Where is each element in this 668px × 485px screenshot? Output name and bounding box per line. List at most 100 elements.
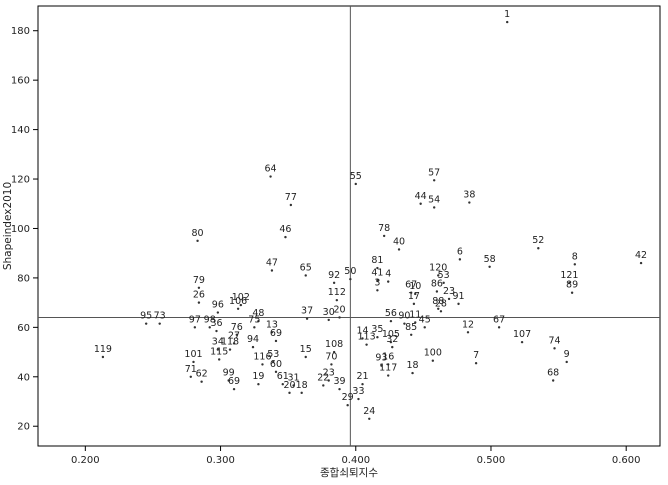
point-marker — [144, 322, 148, 325]
x-axis-title: 종합쇠퇴지수 — [320, 467, 378, 479]
data-point: 116 — [253, 351, 272, 366]
point-marker — [200, 380, 203, 383]
data-point: 29 — [342, 392, 354, 407]
point-label: 20 — [283, 380, 295, 391]
point-marker — [397, 248, 401, 251]
point-label: 18 — [296, 380, 308, 391]
point-marker — [289, 203, 293, 207]
data-point: 101 — [184, 349, 203, 364]
data-point: 115 — [210, 346, 228, 361]
point-marker — [368, 417, 371, 421]
point-marker — [208, 326, 211, 329]
point-label: 105 — [382, 329, 400, 340]
point-label: 85 — [405, 322, 417, 333]
y-tick-label: 160 — [11, 76, 30, 87]
point-marker — [497, 326, 501, 329]
data-point: 92 — [328, 270, 340, 285]
data-point: 57 — [428, 167, 440, 182]
point-marker — [261, 363, 264, 366]
point-label: 97 — [189, 314, 201, 325]
data-point: 34 — [212, 337, 224, 351]
y-tick-label: 140 — [11, 125, 30, 136]
point-label: 71 — [185, 364, 197, 375]
point-marker — [639, 261, 643, 265]
point-marker — [232, 387, 236, 391]
data-point: 12 — [462, 319, 474, 334]
point-label: 61 — [277, 371, 289, 382]
point-label: 93 — [375, 353, 387, 364]
point-label: 108 — [325, 339, 343, 350]
data-point: 13 — [266, 319, 278, 334]
point-marker — [332, 350, 336, 354]
point-marker — [447, 297, 451, 301]
point-marker — [292, 384, 295, 387]
point-marker — [327, 318, 330, 322]
point-label: 115 — [210, 346, 228, 357]
point-marker — [423, 326, 426, 329]
data-point: 77 — [285, 192, 297, 207]
point-marker — [349, 277, 352, 281]
data-point: 45 — [419, 314, 431, 329]
point-label: 74 — [548, 335, 560, 346]
point-label: 52 — [532, 235, 544, 246]
point-label: 116 — [253, 351, 271, 362]
point-marker — [382, 234, 386, 238]
point-label: 42 — [635, 250, 647, 261]
y-tick-label: 20 — [17, 422, 30, 433]
point-marker — [232, 342, 236, 345]
point-marker — [376, 279, 379, 282]
point-marker — [432, 179, 436, 182]
point-marker — [253, 326, 256, 329]
point-marker — [281, 383, 284, 386]
data-point: 20 — [333, 304, 346, 319]
point-marker — [251, 345, 255, 349]
x-tick-label: 0.200 — [71, 455, 100, 466]
point-label: 96 — [212, 300, 224, 311]
point-label: 77 — [285, 192, 297, 203]
point-marker — [305, 317, 309, 320]
point-label: 26 — [193, 290, 205, 301]
point-marker — [474, 361, 478, 365]
data-point: 48 — [252, 308, 264, 323]
data-point: 55 — [350, 171, 362, 186]
data-point: 30 — [323, 307, 335, 322]
data-point: 42 — [635, 250, 647, 265]
point-marker — [197, 286, 201, 289]
point-label: 50 — [344, 266, 356, 277]
data-point: 52 — [532, 235, 544, 250]
point-marker — [573, 263, 577, 266]
data-point: 71 — [185, 364, 197, 378]
data-point: 65 — [300, 262, 312, 277]
data-point: 80 — [192, 228, 204, 243]
point-marker — [568, 281, 571, 285]
data-point: 89 — [566, 280, 578, 294]
data-point: 74 — [548, 335, 561, 350]
point-marker — [361, 337, 364, 340]
point-marker — [488, 265, 491, 268]
point-label: 23 — [323, 367, 335, 378]
reference-lines — [38, 6, 660, 446]
point-label: 57 — [428, 167, 440, 178]
point-label: 39 — [333, 376, 345, 387]
point-marker — [435, 290, 439, 293]
point-label: 47 — [266, 257, 278, 268]
data-point: 10 — [409, 281, 421, 296]
point-label: 30 — [323, 307, 335, 318]
point-marker — [410, 291, 413, 294]
point-marker — [419, 202, 422, 205]
data-point: 18 — [407, 360, 419, 375]
data-point: 97 — [189, 314, 201, 329]
data-point: 85 — [405, 322, 417, 336]
point-label: 27 — [228, 330, 240, 341]
point-label: 44 — [415, 191, 427, 202]
point-marker — [335, 298, 339, 302]
point-marker — [270, 331, 274, 334]
point-marker — [389, 340, 393, 344]
point-marker — [269, 175, 272, 178]
point-label: 55 — [350, 171, 362, 182]
data-point: 53 — [438, 270, 450, 285]
point-label: 12 — [462, 319, 474, 330]
data-point: 1 — [504, 9, 510, 24]
point-label: 100 — [424, 348, 442, 359]
x-tick-label: 0.400 — [341, 455, 370, 466]
